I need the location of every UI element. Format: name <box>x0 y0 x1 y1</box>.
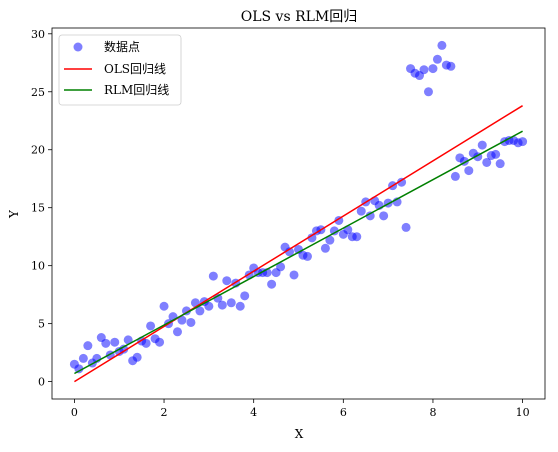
scatter-point <box>289 270 299 280</box>
scatter-point <box>432 54 442 64</box>
plot-frame <box>51 27 546 400</box>
scatter-point <box>217 300 227 310</box>
scatter-point <box>276 262 286 272</box>
y-tick-label: 20 <box>31 144 45 157</box>
scatter-point <box>477 140 487 150</box>
scatter-point <box>365 211 375 221</box>
scatter-point <box>495 159 505 169</box>
scatter-point <box>352 232 362 242</box>
scatter-point <box>329 226 339 236</box>
x-tick-label: 10 <box>516 406 530 419</box>
y-axis-label: Y <box>7 209 21 219</box>
scatter-point <box>177 315 187 325</box>
y-tick-label: 10 <box>31 260 45 273</box>
y-tick-label: 25 <box>31 86 45 99</box>
scatter-point <box>226 298 236 308</box>
scatter-point <box>379 211 389 221</box>
legend: 数据点 OLS回归线 RLM回归线 <box>58 34 182 106</box>
scatter-point <box>146 321 156 331</box>
scatter-point <box>267 279 277 289</box>
scatter-point <box>141 338 151 348</box>
scatter-point <box>213 293 223 303</box>
scatter-point <box>159 301 169 311</box>
x-tick-label: 4 <box>250 406 257 419</box>
scatter-point <box>419 65 429 75</box>
scatter-point <box>285 247 295 257</box>
rlm-line <box>74 130 523 375</box>
scatter-point <box>132 352 142 362</box>
scatter-point <box>119 344 129 354</box>
scatter-point <box>446 61 456 71</box>
scatter-point <box>491 149 501 159</box>
chart-title: OLS vs RLM回归 <box>241 8 358 25</box>
scatter-point <box>195 306 205 316</box>
x-tick-label: 8 <box>429 406 436 419</box>
legend-label-rlm: RLM回归线 <box>104 83 169 97</box>
scatter-point <box>397 177 407 187</box>
x-tick-label: 2 <box>161 406 168 419</box>
scatter-point <box>450 171 460 181</box>
x-axis-label: X <box>295 427 304 441</box>
scatter-point <box>464 166 474 176</box>
scatter-point <box>307 233 317 243</box>
y-axis: 0 5 10 15 20 25 30 <box>31 28 52 389</box>
scatter-point <box>74 364 84 374</box>
x-axis: 0 2 4 6 8 10 <box>71 399 530 419</box>
scatter-point <box>302 251 312 261</box>
scatter-point <box>401 222 411 232</box>
scatter-point <box>482 157 492 167</box>
ols-line <box>74 105 523 383</box>
scatter-point <box>428 64 438 74</box>
scatter-point <box>518 137 528 147</box>
x-tick-label: 0 <box>71 406 78 419</box>
scatter-point <box>83 341 93 351</box>
scatter-point <box>423 87 433 97</box>
scatter-point <box>186 317 196 327</box>
legend-marker-scatter <box>73 42 83 52</box>
scatter-point <box>208 271 218 281</box>
scatter-point <box>320 243 330 253</box>
legend-label-ols: OLS回归线 <box>104 62 166 76</box>
scatter-point <box>437 40 447 50</box>
scatter-point <box>235 301 245 311</box>
y-tick-label: 5 <box>38 318 45 331</box>
scatter-point <box>325 235 335 245</box>
scatter-point <box>101 338 111 348</box>
y-tick-label: 0 <box>38 376 45 389</box>
scatter-point <box>155 337 165 347</box>
y-tick-label: 15 <box>31 202 45 215</box>
scatter-point <box>356 206 366 216</box>
scatter-point <box>222 276 232 286</box>
plot-area <box>69 40 528 383</box>
legend-label-scatter: 数据点 <box>104 39 140 54</box>
legend-box <box>58 34 182 106</box>
scatter-point <box>204 301 214 311</box>
y-tick-label: 30 <box>31 28 45 41</box>
scatter-point <box>172 327 182 337</box>
scatter-point <box>78 353 88 363</box>
scatter-point <box>240 291 250 301</box>
scatter-point <box>110 337 120 347</box>
x-tick-label: 6 <box>340 406 347 419</box>
scatter-point <box>123 335 133 345</box>
